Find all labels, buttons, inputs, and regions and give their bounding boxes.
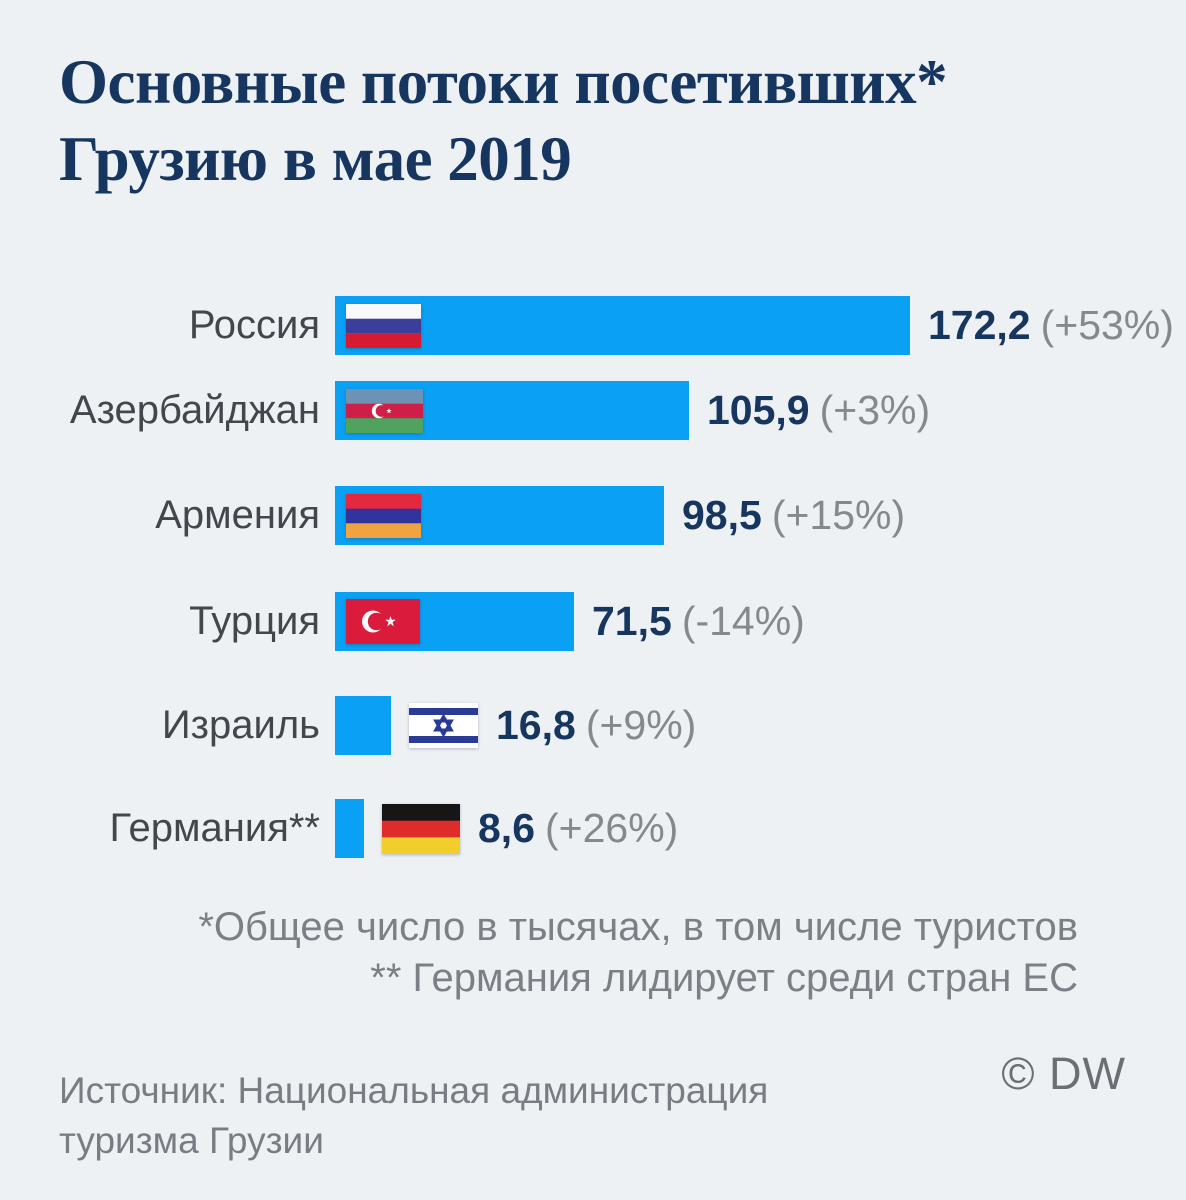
russia-flag-icon <box>346 303 421 348</box>
chart-title: Основные потоки посетивших* Грузию в мае… <box>59 44 948 198</box>
germany-flag-icon <box>382 803 460 854</box>
country-label: Турция <box>189 599 320 643</box>
value-bar <box>335 592 574 651</box>
bar-area: 105,9 (+3%) <box>335 381 930 440</box>
bar-area: 71,5 (-14%) <box>335 592 805 651</box>
bar-row: Израиль 16,8 (+9%) <box>0 696 1186 755</box>
country-label: Россия <box>188 303 320 347</box>
change-percent-label: (-14%) <box>681 598 805 644</box>
country-label: Израиль <box>161 703 320 747</box>
bar-area: 8,6 (+26%) <box>335 799 678 858</box>
chart-title-line2: Грузию в мае 2019 <box>59 124 572 194</box>
value-bar <box>335 799 364 858</box>
source-line2: туризма Грузии <box>59 1120 324 1161</box>
dw-copyright: © DW <box>1001 1048 1126 1099</box>
change-percent-label: (+26%) <box>545 805 679 851</box>
value-label: 98,5 <box>682 492 762 538</box>
footnote-germany: ** Германия лидирует среди стран ЕС <box>370 956 1078 1000</box>
value-label: 16,8 <box>496 702 576 748</box>
bar-row: Азербайджан 105,9 (+3%) <box>0 381 1186 440</box>
bar-row: Россия 172,2 (+53%) <box>0 296 1186 355</box>
value-label: 172,2 <box>928 302 1031 348</box>
armenia-flag-icon <box>346 493 421 538</box>
change-percent-label: (+9%) <box>585 702 697 748</box>
footnotes: *Общее число в тысячах, в том числе тури… <box>198 902 1078 1004</box>
change-percent-label: (+15%) <box>771 492 906 538</box>
source-line1: Источник: Национальная администрация <box>59 1070 769 1111</box>
country-label: Германия** <box>109 806 320 850</box>
change-percent-label: (+53%) <box>1040 302 1174 348</box>
country-label: Азербайджан <box>69 388 320 432</box>
chart-title-line1: Основные потоки посетивших* <box>59 47 948 117</box>
bar-row: Армения 98,5 (+15%) <box>0 486 1186 545</box>
country-label: Армения <box>155 493 320 537</box>
value-label: 71,5 <box>592 598 672 644</box>
value-bar <box>335 486 664 545</box>
value-bar <box>335 696 391 755</box>
value-bar <box>335 296 910 355</box>
value-label: 105,9 <box>707 387 810 433</box>
bar-row: Германия** 8,6 (+26%) <box>0 799 1186 858</box>
value-bar <box>335 381 689 440</box>
source-attribution: Источник: Национальная администрация тур… <box>59 1066 768 1166</box>
turkey-flag-icon <box>346 599 420 644</box>
azerbaijan-flag-icon <box>346 388 423 433</box>
change-percent-label: (+3%) <box>819 387 931 433</box>
bar-area: 16,8 (+9%) <box>335 696 696 755</box>
israel-flag-icon <box>409 703 478 748</box>
bar-row: Турция 71,5 (-14%) <box>0 592 1186 651</box>
footnote-total: *Общее число в тысячах, в том числе тури… <box>198 905 1078 949</box>
bar-area: 172,2 (+53%) <box>335 296 1174 355</box>
bar-area: 98,5 (+15%) <box>335 486 905 545</box>
value-label: 8,6 <box>478 805 535 851</box>
